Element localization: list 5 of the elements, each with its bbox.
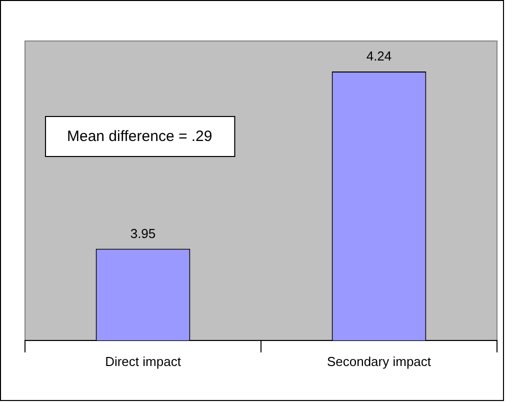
x-tick-label: Secondary impact: [326, 354, 432, 369]
annotation: Mean difference = .29: [66, 128, 212, 146]
x-tick-label: Direct impact: [105, 354, 182, 369]
data-label: 3.95: [130, 226, 156, 241]
data-label: 4.24: [366, 48, 392, 64]
